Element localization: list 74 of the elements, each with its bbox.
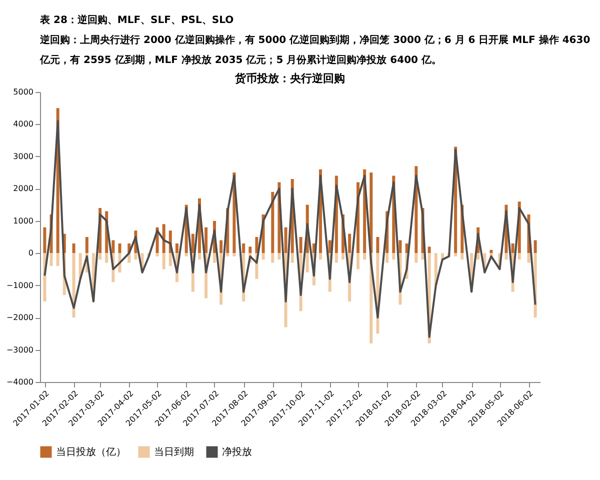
- bar: [255, 237, 258, 254]
- bar: [72, 243, 76, 254]
- bar: [85, 237, 88, 254]
- bar: [204, 227, 208, 254]
- bar: [156, 253, 159, 256]
- bar: [386, 253, 389, 263]
- bar: [56, 253, 60, 266]
- y-tick-label: −1000: [6, 280, 34, 290]
- bar: [534, 240, 537, 254]
- y-tick-label: 3000: [13, 152, 34, 161]
- y-tick-label: 4000: [13, 120, 34, 129]
- bar: [50, 253, 53, 266]
- chart-title: 货币投放：央行逆回购: [234, 72, 345, 85]
- bar: [134, 253, 138, 260]
- bar: [220, 240, 223, 254]
- bar: [271, 192, 274, 254]
- bar: [118, 243, 122, 254]
- text: 逆回购：上周央行进行 2000 亿逆回购操作，有 5000 亿逆回购到期，净回笼 3000 亿；6 月 6 日开展 MLF 操作 4630: [39, 34, 590, 46]
- y-tick-label: −4000: [6, 378, 34, 386]
- bar: [490, 250, 493, 254]
- bar: [191, 234, 194, 254]
- bar: [248, 246, 252, 254]
- bar: [342, 253, 344, 260]
- bar: [356, 253, 360, 270]
- y-tick-label: −3000: [6, 345, 34, 354]
- bar: [504, 253, 508, 260]
- bar: [460, 253, 464, 260]
- bar: [511, 243, 514, 254]
- text: 表 28：逆回购、MLF、SLF、PSL、SLO: [39, 14, 234, 26]
- legend-label: 当日投放（亿）: [56, 446, 126, 458]
- bar: [306, 253, 309, 272]
- bar: [162, 253, 166, 270]
- bar: [242, 243, 246, 254]
- bar: [262, 253, 265, 260]
- bar: [162, 224, 166, 254]
- bar: [527, 253, 530, 263]
- line-series: [44, 120, 536, 338]
- bar: [198, 253, 201, 260]
- bar: [348, 234, 352, 254]
- bar: [421, 253, 424, 260]
- bar: [376, 237, 380, 254]
- bar: [184, 253, 188, 256]
- bar: [428, 246, 431, 254]
- y-tick-label: 1000: [13, 216, 34, 226]
- bar: [232, 253, 236, 256]
- bar: [398, 240, 402, 254]
- bar: [175, 243, 178, 254]
- bar: [43, 227, 46, 254]
- text: 亿元，有 2595 亿到期，MLF 净投放 2035 亿元；5 月份累计逆回购净投放 6400 亿。: [39, 54, 442, 66]
- bar: [168, 253, 172, 266]
- bar: [212, 253, 216, 263]
- bar: [112, 240, 115, 254]
- bar: [476, 253, 480, 260]
- bar: [454, 253, 458, 256]
- y-tick-label: 0: [28, 248, 34, 258]
- y-tick-label: 2000: [13, 184, 34, 194]
- y-tick-label: −2000: [6, 313, 34, 322]
- bar: [284, 227, 288, 254]
- bar: [271, 253, 274, 263]
- bar: [363, 253, 366, 260]
- bar: [414, 253, 418, 263]
- bar: [334, 253, 338, 263]
- y-tick-label: 5000: [13, 88, 34, 96]
- bar: [299, 237, 302, 254]
- bar: [290, 253, 294, 263]
- bar: [278, 253, 281, 260]
- bar: [318, 253, 322, 260]
- bar: [105, 253, 108, 263]
- bar: [518, 253, 521, 260]
- bar: [226, 253, 230, 256]
- bar: [392, 253, 396, 260]
- legend-label: 当日到期: [154, 446, 194, 458]
- bar: [98, 253, 102, 260]
- legend-label: 净投放: [222, 446, 252, 458]
